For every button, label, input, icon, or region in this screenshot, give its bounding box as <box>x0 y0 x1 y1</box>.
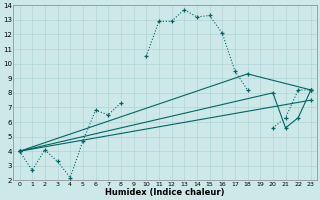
X-axis label: Humidex (Indice chaleur): Humidex (Indice chaleur) <box>106 188 225 197</box>
